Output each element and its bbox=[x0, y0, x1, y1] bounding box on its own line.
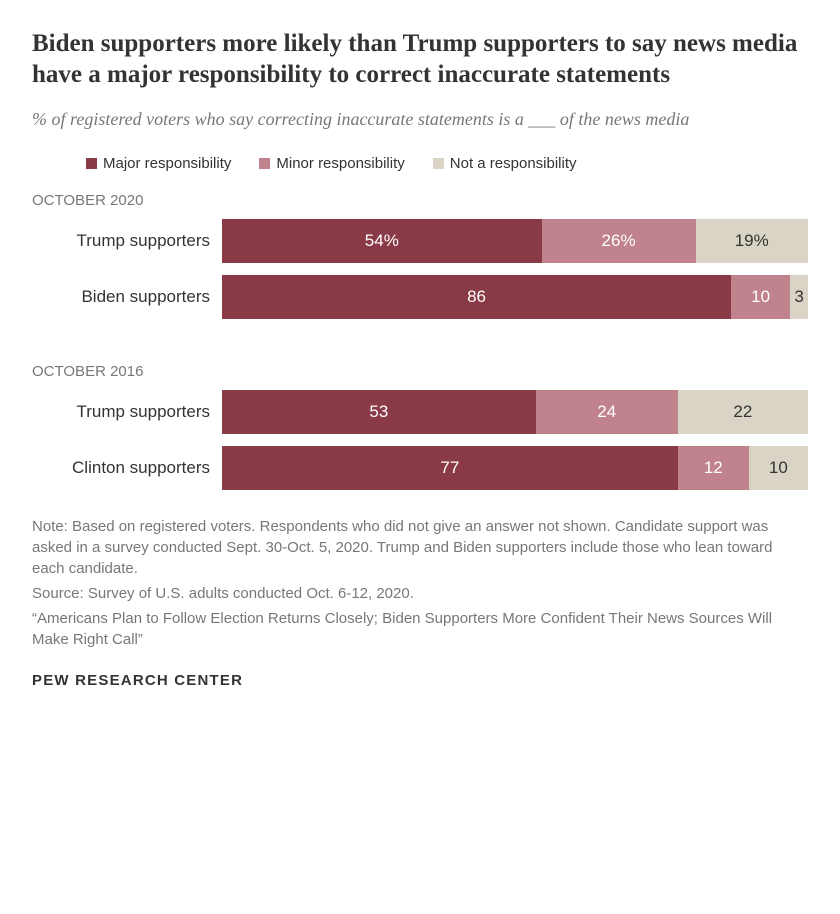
bar-segment: 3 bbox=[790, 275, 808, 319]
bar-segment: 10 bbox=[749, 446, 808, 490]
bar-value: 12 bbox=[704, 458, 723, 478]
chart-title: Biden supporters more likely than Trump … bbox=[32, 28, 808, 91]
bar-value: 24 bbox=[597, 402, 616, 422]
bar-value: 10 bbox=[751, 287, 770, 307]
bar-value: 86 bbox=[467, 287, 486, 307]
row-label: Clinton supporters bbox=[32, 458, 222, 478]
bar-segment: 19% bbox=[696, 219, 808, 263]
bar-segment: 53 bbox=[222, 390, 536, 434]
bar-value: 54% bbox=[365, 231, 399, 251]
footer-brand: PEW RESEARCH CENTER bbox=[32, 672, 808, 689]
legend-swatch bbox=[86, 158, 97, 169]
bar-segment: 26% bbox=[542, 219, 696, 263]
bar-value: 77 bbox=[440, 458, 459, 478]
legend-item: Minor responsibility bbox=[259, 155, 404, 172]
bar-row: Trump supporters 53 24 22 bbox=[32, 390, 808, 434]
row-label: Biden supporters bbox=[32, 287, 222, 307]
legend-swatch bbox=[433, 158, 444, 169]
chart-area: OCTOBER 2020 Trump supporters 54% 26% 19% Bid… bbox=[32, 192, 808, 490]
bar-segment: 22 bbox=[678, 390, 808, 434]
chart-source: Source: Survey of U.S. adults conducted … bbox=[32, 583, 808, 604]
bar-track: 53 24 22 bbox=[222, 390, 808, 434]
bar-segment: 24 bbox=[536, 390, 678, 434]
bar-segment: 12 bbox=[678, 446, 749, 490]
legend-label: Minor responsibility bbox=[276, 155, 404, 172]
bar-track: 86 10 3 bbox=[222, 275, 808, 319]
legend: Major responsibility Minor responsibility… bbox=[32, 155, 808, 172]
legend-item: Not a responsibility bbox=[433, 155, 577, 172]
row-label: Trump supporters bbox=[32, 231, 222, 251]
chart-note: Note: Based on registered voters. Respon… bbox=[32, 516, 808, 579]
bar-segment: 54% bbox=[222, 219, 542, 263]
group-label: OCTOBER 2016 bbox=[32, 363, 808, 380]
legend-swatch bbox=[259, 158, 270, 169]
bar-segment: 86 bbox=[222, 275, 731, 319]
bar-segment: 77 bbox=[222, 446, 678, 490]
bar-value: 19% bbox=[735, 231, 769, 251]
bar-value: 26% bbox=[602, 231, 636, 251]
bar-track: 77 12 10 bbox=[222, 446, 808, 490]
bar-track: 54% 26% 19% bbox=[222, 219, 808, 263]
bar-value: 53 bbox=[369, 402, 388, 422]
bar-value: 22 bbox=[733, 402, 752, 422]
bar-value: 10 bbox=[769, 458, 788, 478]
bar-row: Biden supporters 86 10 3 bbox=[32, 275, 808, 319]
bar-row: Trump supporters 54% 26% 19% bbox=[32, 219, 808, 263]
bar-segment: 10 bbox=[731, 275, 790, 319]
group-spacer bbox=[32, 331, 808, 353]
group-label: OCTOBER 2020 bbox=[32, 192, 808, 209]
report-title: “Americans Plan to Follow Election Retur… bbox=[32, 608, 808, 650]
legend-label: Major responsibility bbox=[103, 155, 231, 172]
bar-row: Clinton supporters 77 12 10 bbox=[32, 446, 808, 490]
bar-value: 3 bbox=[794, 287, 803, 307]
chart-subtitle: % of registered voters who say correctin… bbox=[32, 107, 808, 131]
legend-label: Not a responsibility bbox=[450, 155, 577, 172]
row-label: Trump supporters bbox=[32, 402, 222, 422]
legend-item: Major responsibility bbox=[86, 155, 231, 172]
